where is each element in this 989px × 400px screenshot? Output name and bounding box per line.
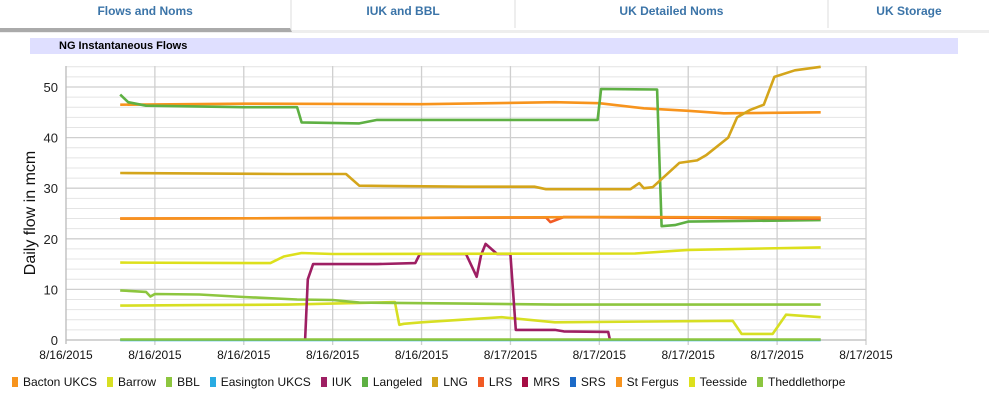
- legend-item[interactable]: Teesside: [688, 375, 747, 389]
- legend-swatch: [688, 377, 695, 387]
- legend-label: SRS: [580, 375, 606, 389]
- legend-swatch: [757, 377, 763, 387]
- legend-label: MRS: [533, 375, 560, 389]
- series-line-st-fergus: [120, 215, 821, 220]
- legend-label: Theddlethorpe: [768, 375, 846, 389]
- tab-bar: Flows and Noms IUK and BBL UK Detailed N…: [0, 0, 989, 33]
- legend-label: IUK: [331, 375, 352, 389]
- legend-item[interactable]: Barrow: [107, 375, 156, 389]
- legend-item[interactable]: SRS: [569, 375, 606, 389]
- legend-swatch: [166, 377, 173, 387]
- legend-item[interactable]: Theddlethorpe: [757, 375, 845, 389]
- x-tick-label: 8/17/2015: [573, 348, 627, 362]
- legend-item[interactable]: St Fergus: [615, 375, 679, 389]
- x-tick-label: 8/16/2015: [39, 348, 93, 362]
- legend-item[interactable]: BBL: [166, 375, 200, 389]
- legend-swatch: [107, 377, 114, 387]
- series-line-barrow: [120, 300, 821, 336]
- legend-label: St Fergus: [626, 375, 679, 389]
- series-line-iuk: [303, 242, 612, 341]
- y-tick-label: 40: [44, 131, 58, 146]
- y-tick-label: 0: [51, 333, 58, 348]
- legend-item[interactable]: IUK: [320, 375, 352, 389]
- y-tick-label: 30: [44, 181, 58, 196]
- legend-label: LRS: [488, 375, 513, 389]
- legend-label: LNG: [443, 375, 468, 389]
- x-tick-label: 8/16/2015: [217, 348, 271, 362]
- x-tick-label: 8/17/2015: [839, 348, 893, 362]
- legend-label: Barrow: [118, 375, 157, 389]
- legend-swatch: [12, 377, 18, 387]
- y-tick-label: 20: [44, 232, 58, 247]
- legend-item[interactable]: Langeled: [361, 375, 423, 389]
- y-tick-label: 50: [44, 80, 58, 95]
- x-tick-label: 8/16/2015: [128, 348, 182, 362]
- x-tick-label: 8/16/2015: [306, 348, 360, 362]
- tab-uk-detailed-noms[interactable]: UK Detailed Noms: [516, 0, 829, 28]
- legend-label: BBL: [177, 375, 200, 389]
- legend-swatch: [320, 377, 327, 387]
- legend-item[interactable]: LNG: [432, 375, 468, 389]
- x-tick-label: 8/17/2015: [484, 348, 538, 362]
- legend-label: Teesside: [699, 375, 747, 389]
- tab-uk-storage[interactable]: UK Storage: [876, 4, 942, 18]
- chart-legend: Bacton UKCS Barrow BBL Easington UKCS IUK Lan…: [12, 375, 855, 389]
- y-axis-label: Daily flow in mcm: [22, 151, 39, 275]
- x-tick-label: 8/16/2015: [395, 348, 449, 362]
- series-line-lng: [120, 65, 821, 191]
- legend-label: Bacton UKCS: [23, 375, 98, 389]
- legend-item[interactable]: LRS: [477, 375, 513, 389]
- series-line-langeled: [119, 87, 821, 228]
- legend-swatch: [209, 377, 216, 387]
- legend-label: Easington UKCS: [220, 375, 311, 389]
- legend-item[interactable]: MRS: [522, 375, 560, 389]
- legend-swatch: [615, 377, 622, 387]
- legend-item[interactable]: Easington UKCS: [209, 375, 311, 389]
- series-line-teesside: [120, 246, 821, 265]
- legend-swatch: [522, 377, 529, 387]
- panel-title: NG Instantaneous Flows: [30, 38, 958, 54]
- x-tick-label: 8/17/2015: [662, 348, 716, 362]
- tab-iuk-and-bbl[interactable]: IUK and BBL: [292, 0, 516, 28]
- legend-item[interactable]: Bacton UKCS: [12, 375, 97, 389]
- legend-swatch: [361, 377, 368, 387]
- legend-swatch: [432, 377, 439, 387]
- legend-label: Langeled: [372, 375, 423, 389]
- x-tick-label: 8/17/2015: [750, 348, 804, 362]
- legend-swatch: [569, 377, 576, 387]
- y-tick-label: 10: [44, 282, 58, 297]
- legend-swatch: [477, 377, 484, 387]
- series-line-bbl: [120, 289, 821, 306]
- tab-flows-and-noms[interactable]: Flows and Noms: [0, 0, 293, 32]
